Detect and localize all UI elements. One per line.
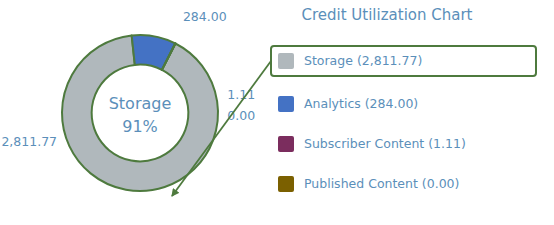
arrow (172, 61, 271, 196)
donut (62, 35, 218, 191)
legend-label: Analytics (284.00) (304, 96, 418, 111)
donut-slice (162, 43, 176, 69)
legend: Storage (2,811.77) Analytics (284.00) Subs… (271, 46, 536, 192)
legend-swatch (278, 176, 294, 192)
legend-swatch (278, 136, 294, 152)
center-label: 91% (122, 117, 158, 136)
donut-slice (162, 44, 175, 70)
title: Credit Utilization Chart (301, 6, 472, 24)
chart: Storage91%2,811.77284.001.110.00Credit U… (0, 0, 554, 225)
donut-slice (62, 35, 218, 191)
donut-slice (132, 35, 176, 70)
data-label: 2,811.77 (1, 134, 57, 149)
legend-swatch (278, 53, 294, 69)
legend-label: Storage (2,811.77) (304, 53, 422, 68)
legend-swatch (278, 96, 294, 112)
legend-highlight (271, 46, 536, 76)
center-label: Storage (109, 94, 172, 113)
data-label: 284.00 (183, 9, 227, 24)
legend-label: Subscriber Content (1.11) (304, 136, 466, 151)
legend-label: Published Content (0.00) (304, 176, 459, 191)
